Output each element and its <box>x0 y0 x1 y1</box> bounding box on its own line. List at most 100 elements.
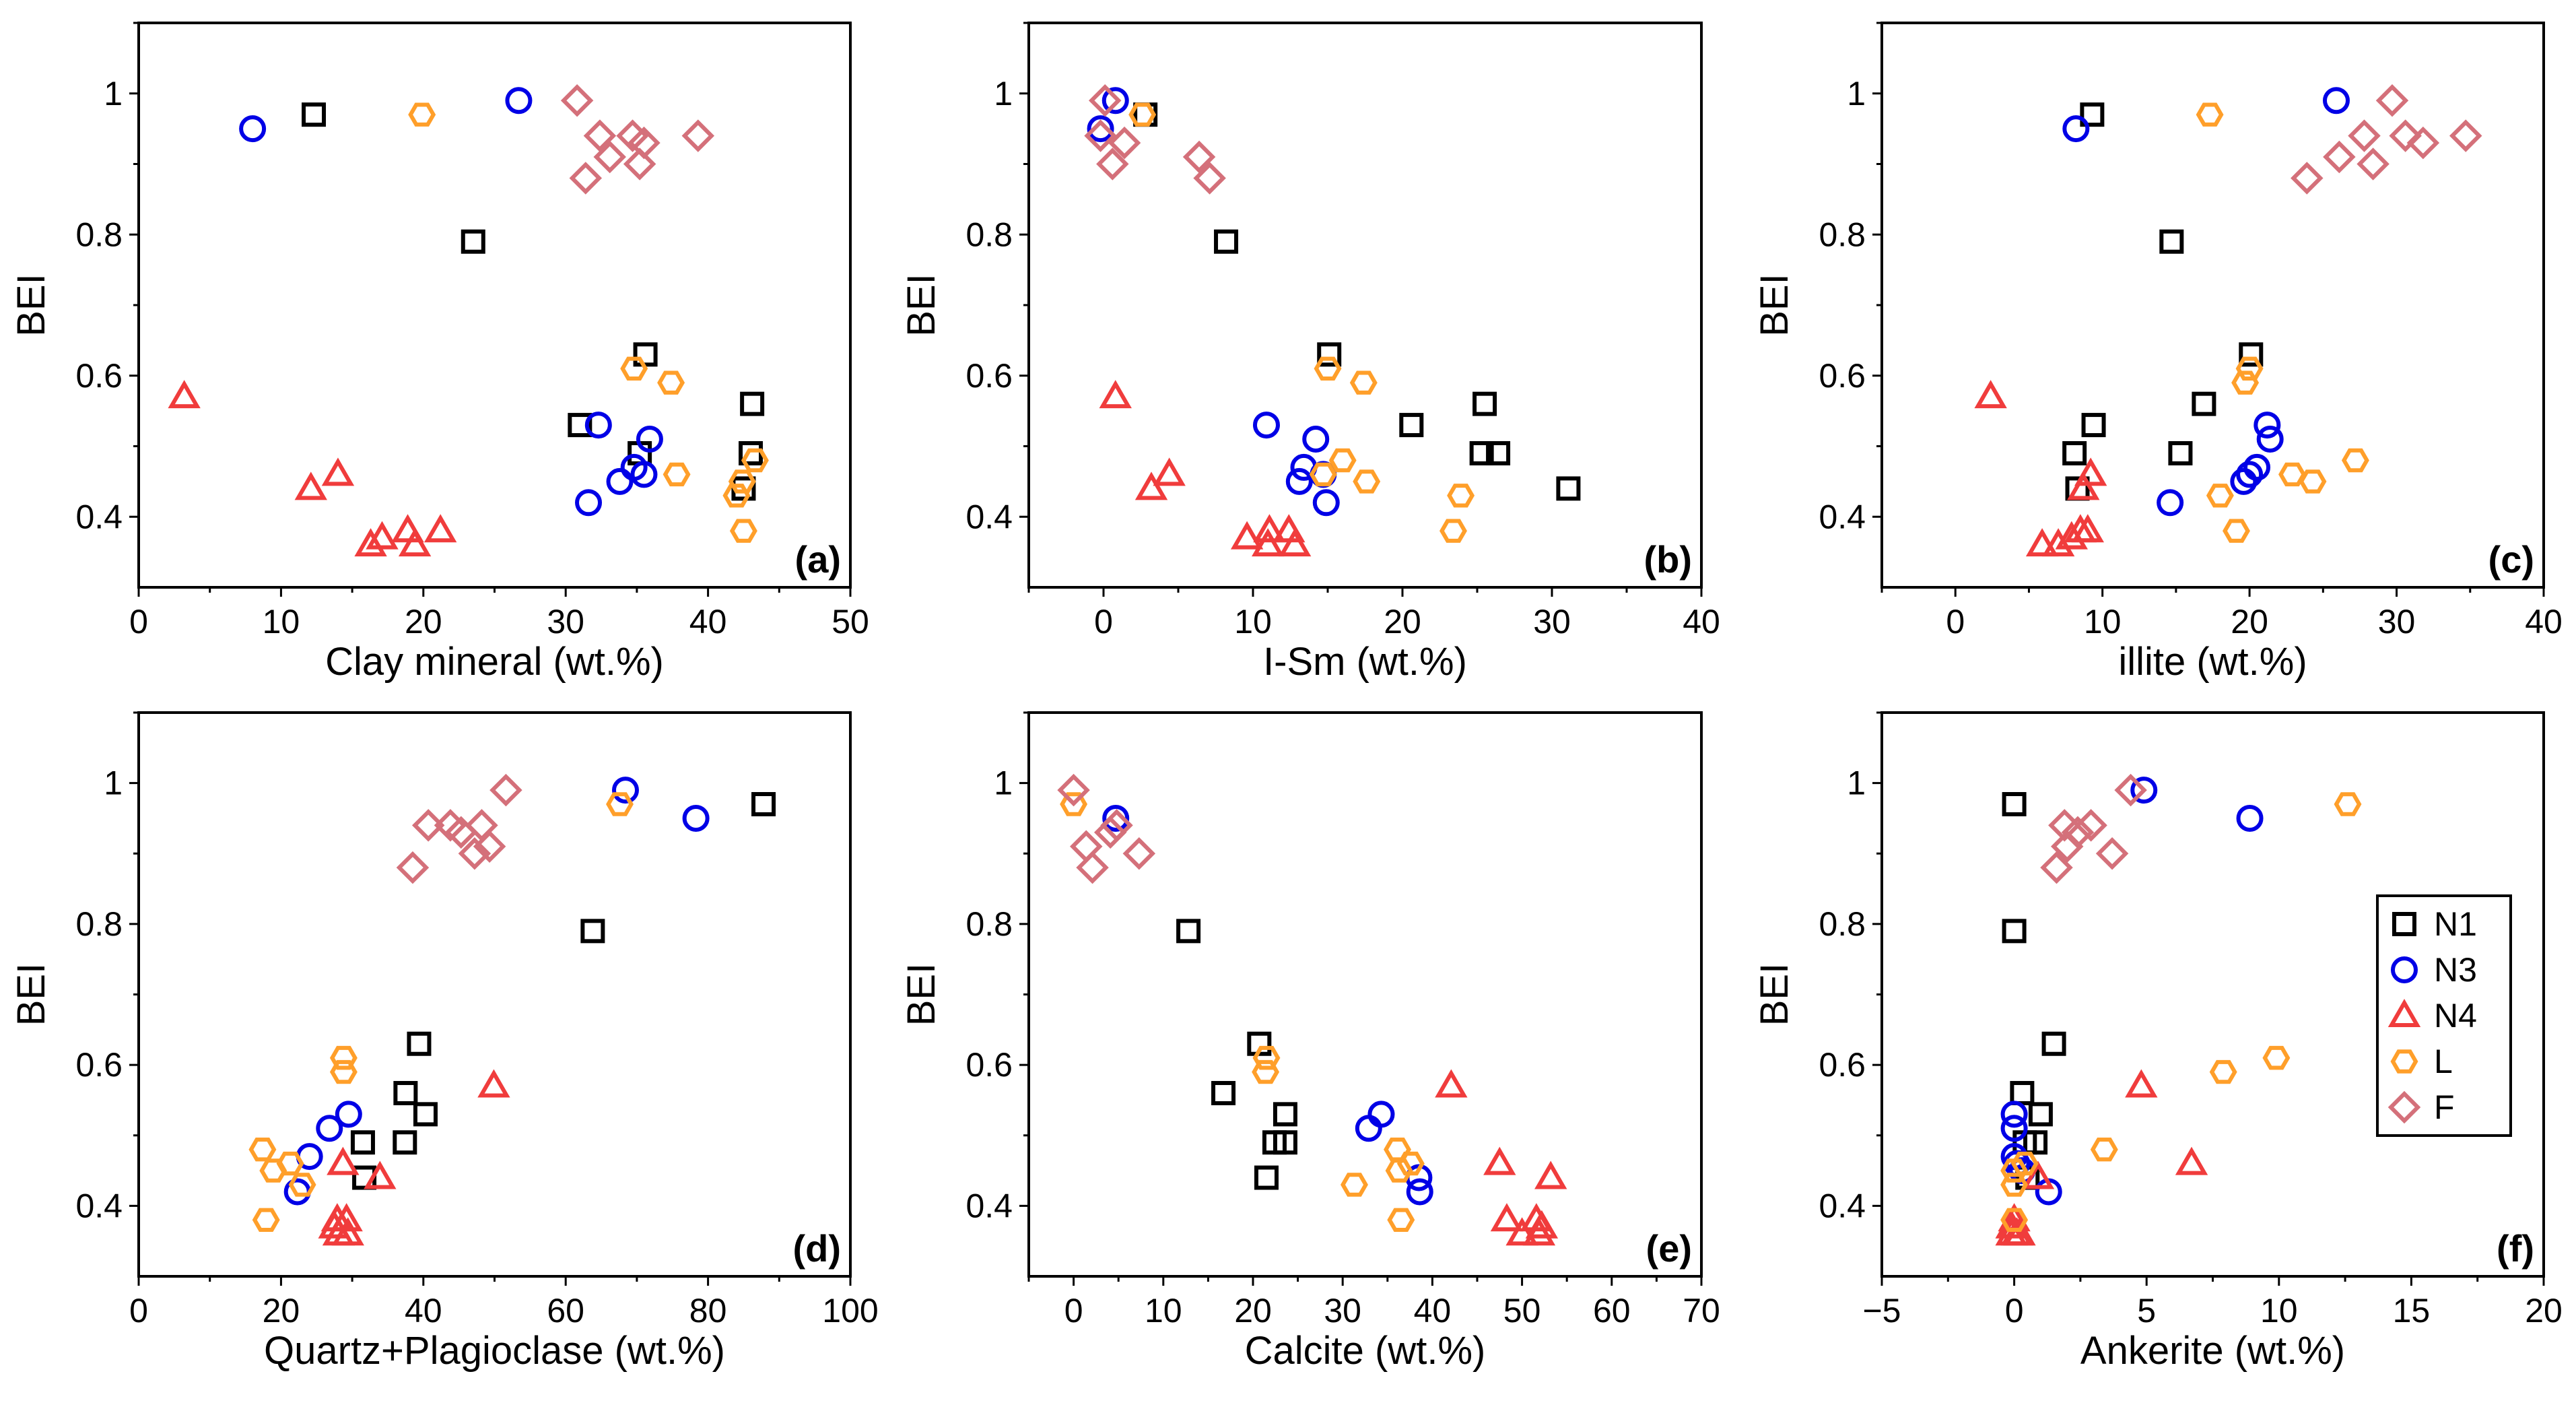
point-n1 <box>2002 792 2027 817</box>
panel-1: 0 10 20 30 40 50 0.4 0.6 0.8 1 Clay mineral (wt.%)… <box>9 22 869 684</box>
point-l <box>657 370 685 395</box>
point-l <box>2235 356 2264 381</box>
data-points <box>1974 84 2482 557</box>
point-n3 <box>1102 804 1130 832</box>
y-axis-label: BEI <box>900 273 943 337</box>
point-l <box>2090 1138 2118 1162</box>
point-f <box>1093 816 1127 849</box>
point-f <box>583 119 617 152</box>
point-n3 <box>335 1101 362 1128</box>
point-l <box>329 1045 358 1070</box>
point-n4 <box>1253 514 1286 543</box>
point-f <box>2291 162 2324 195</box>
point-n1 <box>633 342 658 367</box>
point-n4 <box>1534 1160 1567 1189</box>
point-f <box>1182 140 1216 174</box>
point-f <box>2389 119 2422 152</box>
point-l <box>1341 1173 1368 1197</box>
point-n1 <box>1469 440 1494 465</box>
point-n4 <box>1099 380 1132 409</box>
point-l <box>2196 102 2224 127</box>
point-n1 <box>1176 919 1201 944</box>
y-tick-label: 1 <box>994 764 1013 802</box>
point-l <box>1447 484 1475 508</box>
point-f <box>2348 119 2381 152</box>
point-f <box>569 162 603 195</box>
x-tick-label: 40 <box>1414 1292 1452 1330</box>
point-n3 <box>2062 115 2090 143</box>
y-tick-label: 0.4 <box>965 1187 1013 1224</box>
data-points <box>168 84 769 557</box>
point-n4 <box>330 1203 363 1232</box>
x-tick-label: 80 <box>689 1292 727 1330</box>
point-f <box>411 809 445 842</box>
point-n3 <box>2236 461 2264 488</box>
point-l <box>2000 1208 2029 1232</box>
point-f <box>681 119 715 152</box>
x-axis-label: illite (wt.%) <box>2118 640 2307 684</box>
point-l <box>1128 102 1157 127</box>
x-tick-label: 20 <box>1384 603 1421 641</box>
point-f <box>2050 830 2084 863</box>
point-n1 <box>2041 1031 2066 1056</box>
y-tick-label: 0.6 <box>1819 1046 1866 1084</box>
point-n3 <box>584 412 612 439</box>
point-n1 <box>740 391 765 416</box>
point-n3 <box>1252 412 1280 439</box>
x-tick-label: 30 <box>1324 1292 1361 1330</box>
x-tick-label: 0 <box>1094 603 1113 641</box>
point-n3 <box>1101 87 1129 114</box>
point-l <box>1385 1158 1413 1183</box>
point-l <box>1349 370 1378 395</box>
panel-label: (a) <box>795 538 841 581</box>
point-n1 <box>568 413 592 438</box>
point-n1 <box>461 229 485 254</box>
point-n4 <box>1522 1217 1556 1246</box>
y-tick-label: 0.4 <box>75 498 123 535</box>
point-f <box>1096 148 1129 181</box>
x-tick-label: 30 <box>547 603 584 641</box>
x-tick-label: 10 <box>2084 603 2122 641</box>
point-f <box>2323 140 2356 174</box>
y-tick-label: 0.6 <box>965 1046 1013 1084</box>
point-n3 <box>1406 1178 1433 1206</box>
point-f <box>444 816 478 849</box>
legend-label-n4: N4 <box>2434 997 2477 1035</box>
point-f <box>1122 837 1156 870</box>
point-n3 <box>2243 453 2271 481</box>
point-f <box>1084 119 1117 152</box>
legend: N1 N3 N4 LF <box>2376 894 2512 1137</box>
point-n1 <box>1399 413 1424 438</box>
point-n1 <box>393 1080 418 1105</box>
point-n3 <box>2256 426 2284 453</box>
x-tick-label: 10 <box>1234 603 1272 641</box>
point-n1 <box>1254 1165 1279 1190</box>
point-l <box>1353 469 1381 494</box>
point-n4 <box>2067 471 2100 500</box>
point-l <box>2278 462 2306 487</box>
point-f <box>2449 119 2482 152</box>
y-tick-label: 1 <box>104 75 123 112</box>
y-tick-label: 0.4 <box>1819 498 1866 535</box>
panel-label: (e) <box>1646 1227 1692 1270</box>
plot-frame <box>1027 22 1703 589</box>
x-tick-label: 100 <box>822 1292 878 1330</box>
point-n1 <box>1273 1130 1297 1155</box>
legend-marker-n4 <box>2387 998 2421 1027</box>
point-n1 <box>393 1130 417 1155</box>
point-n4 <box>2074 457 2107 486</box>
point-l <box>2206 484 2234 508</box>
point-n4 <box>477 1069 510 1098</box>
point-n1 <box>2192 391 2216 416</box>
point-n4 <box>354 528 387 557</box>
point-n4 <box>1435 1069 1468 1098</box>
point-n3 <box>2000 1101 2028 1128</box>
point-l <box>1252 1059 1280 1084</box>
point-n4 <box>168 380 201 409</box>
y-tick-label: 1 <box>994 75 1013 112</box>
y-tick-label: 0.8 <box>965 216 1013 253</box>
point-n3 <box>2253 412 2281 439</box>
x-tick-label: 40 <box>689 603 727 641</box>
point-l <box>2262 1045 2291 1070</box>
